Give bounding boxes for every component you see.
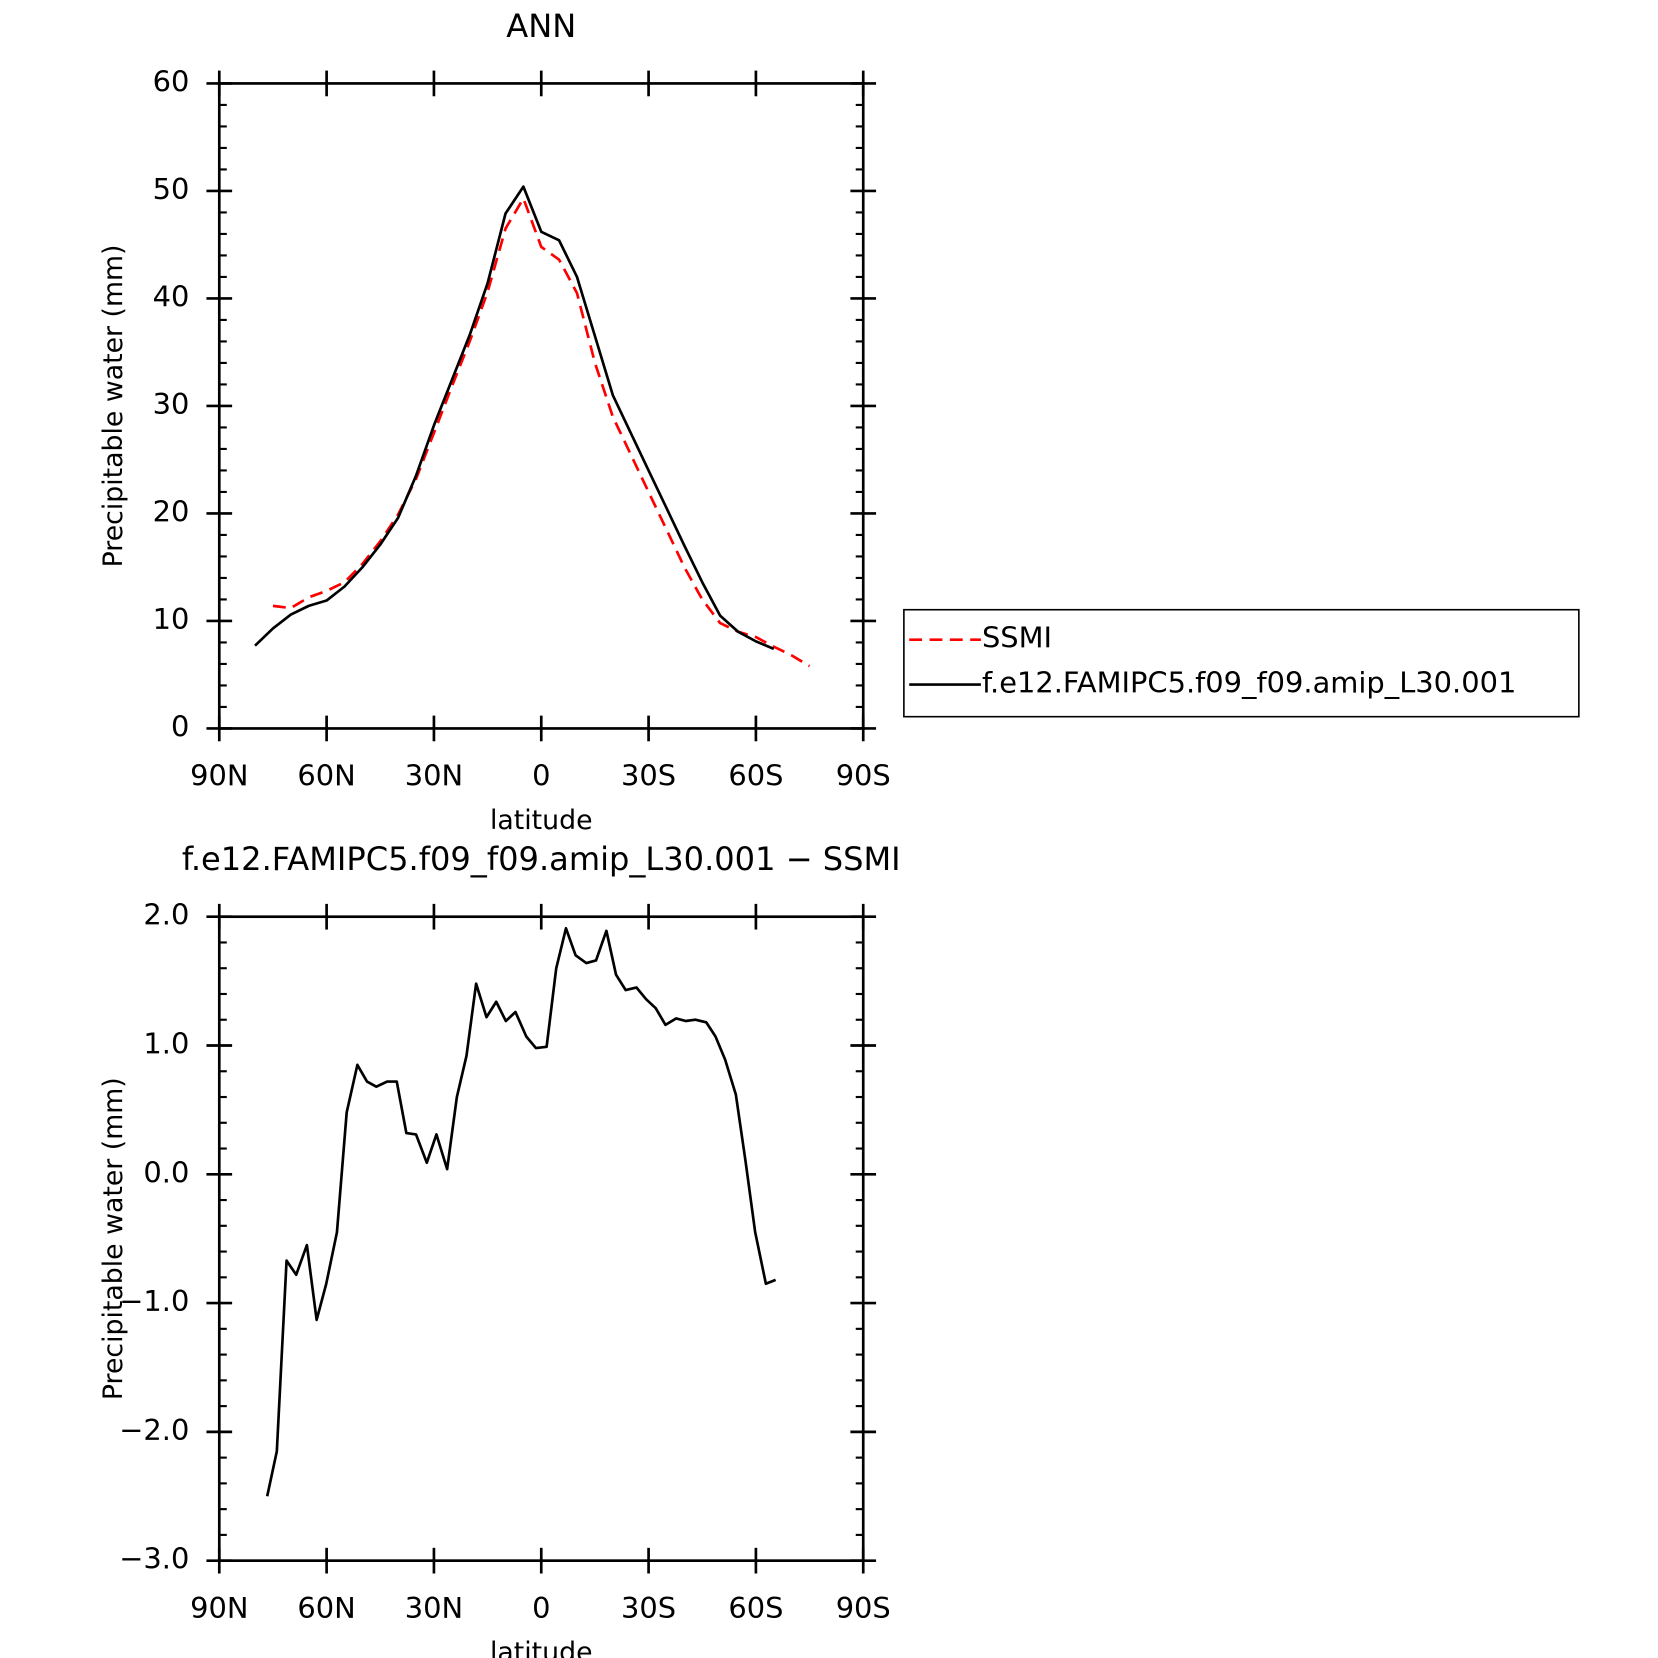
x-tick-label: 0	[532, 1591, 550, 1625]
y-tick-label: 0.0	[143, 1155, 189, 1189]
chart-title: ANN	[506, 7, 576, 45]
y-tick-label: 10	[153, 602, 190, 636]
x-tick-label: 90S	[836, 759, 891, 793]
x-axis-label: latitude	[490, 1637, 593, 1658]
x-tick-label: 90S	[836, 1591, 891, 1625]
y-tick-label: 60	[153, 64, 190, 98]
x-tick-label: 90N	[190, 1591, 248, 1625]
x-tick-label: 30S	[621, 759, 676, 793]
legend-box	[903, 608, 1580, 718]
legend-label: f.e12.FAMIPC5.f09_f09.amip_L30.001	[982, 666, 1516, 700]
chart-title: f.e12.FAMIPC5.f09_f09.amip_L30.001 − SSM…	[182, 840, 901, 878]
x-axis-label: latitude	[490, 805, 593, 836]
y-tick-label: 50	[153, 172, 190, 206]
plot-frame	[217, 915, 865, 1562]
y-tick-label: −1.0	[119, 1284, 189, 1318]
y-axis-label: Precipitable water (mm)	[98, 245, 129, 568]
x-tick-label: 30N	[405, 759, 463, 793]
plot-frame	[217, 82, 865, 730]
y-tick-label: −2.0	[119, 1413, 189, 1447]
x-tick-label: 90N	[190, 759, 248, 793]
y-axis-label: Precipitable water (mm)	[98, 1077, 129, 1400]
x-tick-label: 30N	[405, 1591, 463, 1625]
y-tick-label: 0	[171, 709, 189, 743]
y-tick-label: 40	[153, 279, 190, 313]
y-tick-label: 1.0	[143, 1027, 189, 1061]
data-line	[265, 926, 777, 1497]
y-tick-label: 30	[153, 387, 190, 421]
data-line	[272, 197, 811, 668]
x-tick-label: 60N	[297, 1591, 355, 1625]
y-tick-label: 20	[153, 494, 190, 528]
y-tick-label: −3.0	[119, 1542, 189, 1576]
data-line	[254, 185, 775, 651]
y-tick-label: 2.0	[143, 898, 189, 932]
x-tick-label: 60N	[297, 759, 355, 793]
x-tick-label: 60S	[728, 1591, 783, 1625]
x-tick-label: 60S	[728, 759, 783, 793]
x-tick-label: 0	[532, 759, 550, 793]
legend-label: SSMI	[982, 621, 1052, 655]
x-tick-label: 30S	[621, 1591, 676, 1625]
